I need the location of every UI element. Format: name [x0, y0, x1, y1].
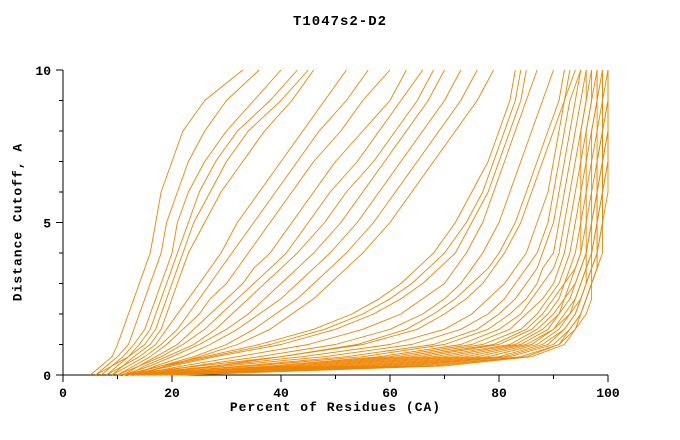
x-tick-label: 60 — [382, 386, 398, 401]
data-curve — [117, 69, 424, 376]
data-curve — [122, 69, 576, 376]
data-curve — [177, 70, 609, 376]
data-curve — [182, 70, 609, 376]
data-curve — [128, 69, 527, 376]
chart-title: T1047s2-D2 — [292, 14, 387, 30]
y-tick-label: 10 — [35, 64, 51, 79]
data-curve — [155, 69, 603, 376]
data-curve — [128, 69, 478, 376]
x-tick-label: 80 — [491, 386, 507, 401]
data-curve — [122, 69, 445, 376]
data-curve — [133, 69, 582, 376]
data-curve — [139, 69, 494, 376]
data-curve — [90, 69, 244, 376]
data-curve — [144, 70, 598, 376]
data-curve — [161, 70, 609, 376]
x-tick-label: 40 — [273, 386, 289, 401]
data-curve — [133, 69, 522, 376]
data-curve — [133, 69, 593, 376]
data-curve — [111, 69, 369, 376]
data-curve — [144, 69, 565, 376]
y-tick-label: 5 — [43, 217, 51, 232]
data-curve — [117, 69, 571, 376]
data-curve — [95, 69, 309, 376]
data-curve — [100, 69, 282, 376]
data-curve — [150, 70, 598, 376]
data-curve — [111, 69, 315, 376]
data-curve — [128, 69, 587, 376]
data-curve — [128, 69, 434, 376]
data-curve — [106, 69, 347, 376]
data-curve — [117, 69, 391, 376]
data-curve — [133, 69, 462, 376]
data-curve — [128, 69, 582, 376]
x-tick-label: 100 — [596, 386, 620, 401]
data-curve — [122, 69, 407, 376]
data-curve — [155, 69, 609, 376]
data-curve — [122, 69, 516, 376]
data-curve — [144, 70, 593, 376]
x-tick-label: 0 — [59, 386, 67, 401]
data-curve — [150, 70, 603, 376]
data-curve — [139, 69, 554, 376]
x-tick-label: 20 — [164, 386, 180, 401]
y-tick-label: 0 — [43, 369, 51, 384]
data-curve — [166, 70, 609, 376]
data-curve — [106, 69, 298, 376]
data-curve — [95, 69, 260, 376]
data-curve — [139, 70, 587, 376]
x-axis-label: Percent of Residues (CA) — [229, 400, 442, 415]
data-curve — [133, 69, 538, 376]
data-curve — [139, 69, 598, 376]
